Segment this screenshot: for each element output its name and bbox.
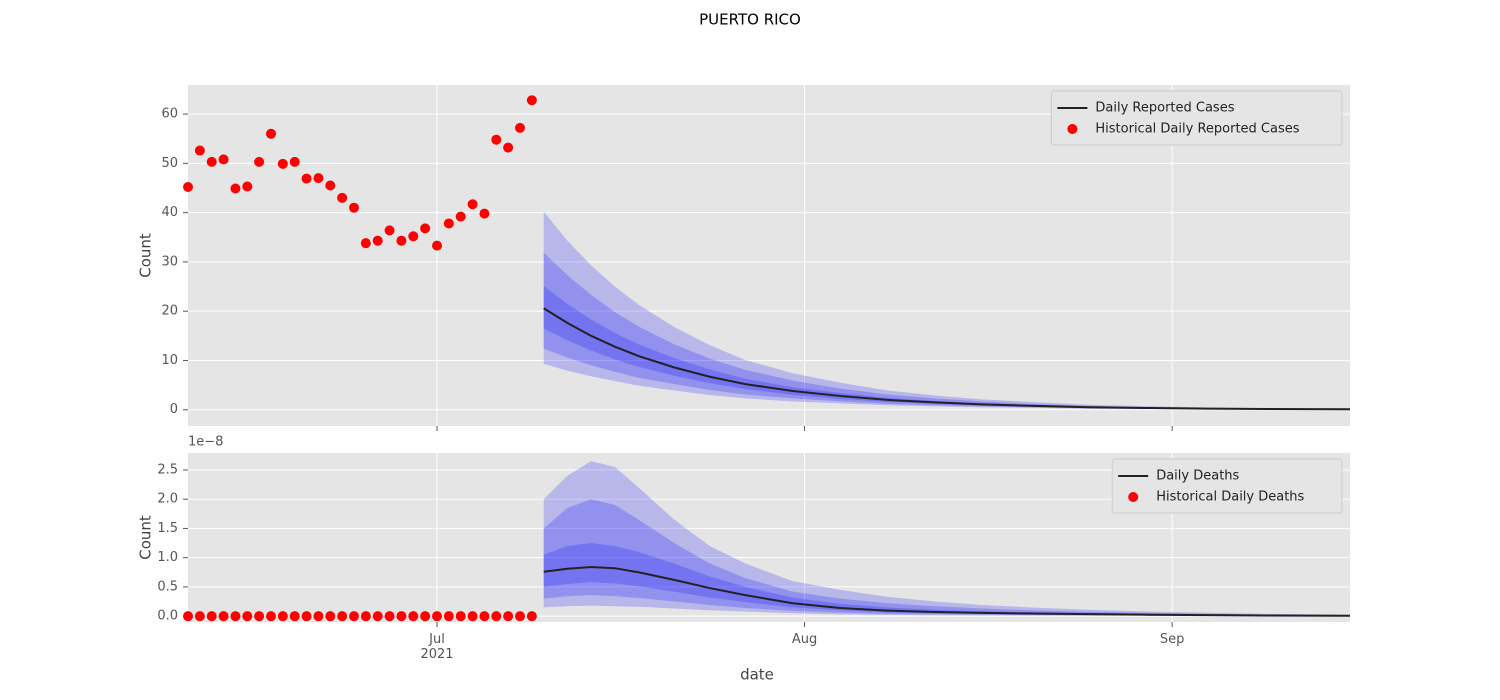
legend-box (1050, 90, 1343, 146)
data-point (443, 611, 454, 622)
data-point (384, 611, 395, 622)
forecast-line (543, 566, 1351, 617)
data-point (301, 611, 312, 622)
data-point (479, 208, 490, 219)
data-point (218, 611, 229, 622)
forecast-band (543, 499, 1350, 616)
data-point (443, 218, 454, 229)
forecast-band (543, 252, 1350, 410)
data-point (432, 240, 442, 251)
data-point (408, 611, 419, 622)
data-point (360, 611, 371, 622)
data-point (218, 154, 229, 165)
data-point (194, 145, 205, 156)
y-tick-label: 40 (161, 205, 178, 220)
y-tick-label: 50 (161, 156, 178, 171)
y-tick-label: 2.0 (157, 492, 178, 507)
data-point (467, 611, 478, 622)
data-point (230, 611, 241, 622)
data-point (479, 611, 490, 622)
y-tick-label: 0.5 (157, 579, 178, 594)
data-point (526, 95, 537, 106)
data-point (183, 611, 193, 622)
data-point (313, 173, 324, 184)
forecast-band (543, 543, 1350, 616)
data-point (349, 202, 359, 213)
data-point (526, 611, 537, 622)
legend-label: Daily Deaths (1156, 469, 1239, 484)
data-point (396, 611, 407, 622)
data-point (503, 142, 514, 153)
forecast-band (543, 211, 1350, 410)
data-point (408, 231, 419, 242)
legend-label: Historical Daily Deaths (1156, 490, 1304, 505)
y-axis-label: Count (137, 515, 155, 560)
data-point (277, 158, 288, 169)
offset-text: 1e−8 (188, 435, 223, 450)
legend-marker (1128, 492, 1139, 502)
data-point (242, 611, 253, 622)
data-point (384, 225, 395, 236)
data-point (467, 199, 478, 210)
y-tick-label: 10 (161, 353, 178, 368)
x-tick-label: Sep (1159, 632, 1185, 647)
data-point (289, 156, 300, 167)
data-point (266, 611, 276, 622)
data-point (337, 611, 348, 622)
data-point (515, 611, 525, 622)
y-tick-label: 2.5 (157, 462, 178, 477)
data-point (289, 611, 300, 622)
data-point (206, 156, 217, 167)
y-axis-label: Count (137, 233, 155, 278)
figure-title: PUERTO RICO (699, 11, 801, 29)
data-point (277, 611, 288, 622)
data-point (194, 611, 205, 622)
y-tick-label: 30 (161, 254, 178, 269)
x-tick-label: Jul 2021 (420, 632, 454, 662)
data-point (360, 238, 371, 249)
data-point (301, 173, 312, 184)
y-tick-label: 1.0 (157, 550, 178, 565)
legend-marker (1067, 124, 1078, 134)
forecast-line (543, 307, 1351, 411)
data-point (455, 611, 466, 622)
data-point (432, 611, 442, 622)
data-point (515, 122, 525, 133)
legend-label: Daily Reported Cases (1095, 101, 1234, 116)
y-tick-label: 20 (161, 304, 178, 319)
data-point (337, 192, 348, 203)
forecast-band (543, 461, 1350, 617)
x-axis-label: date (740, 666, 774, 684)
y-tick-label: 1.5 (157, 521, 178, 536)
data-point (230, 183, 241, 194)
data-point (420, 611, 431, 622)
data-point (491, 611, 502, 622)
data-point (325, 180, 336, 191)
y-tick-label: 0 (170, 402, 178, 417)
legend-box (1111, 458, 1343, 514)
data-point (420, 223, 431, 234)
x-tick-label: Aug (791, 632, 818, 647)
data-point (491, 134, 502, 145)
data-point (183, 182, 193, 193)
data-point (313, 611, 324, 622)
data-point (254, 611, 265, 622)
data-point (266, 128, 276, 139)
data-point (206, 611, 217, 622)
data-point (455, 211, 466, 222)
y-tick-label: 0.0 (157, 609, 178, 624)
data-point (254, 156, 265, 167)
data-point (372, 235, 383, 246)
y-tick-label: 60 (161, 107, 178, 122)
data-point (396, 235, 407, 246)
data-point (372, 611, 383, 622)
data-point (503, 611, 514, 622)
data-point (325, 611, 336, 622)
data-point (242, 181, 253, 192)
legend-label: Historical Daily Reported Cases (1095, 122, 1299, 137)
data-point (349, 611, 359, 622)
